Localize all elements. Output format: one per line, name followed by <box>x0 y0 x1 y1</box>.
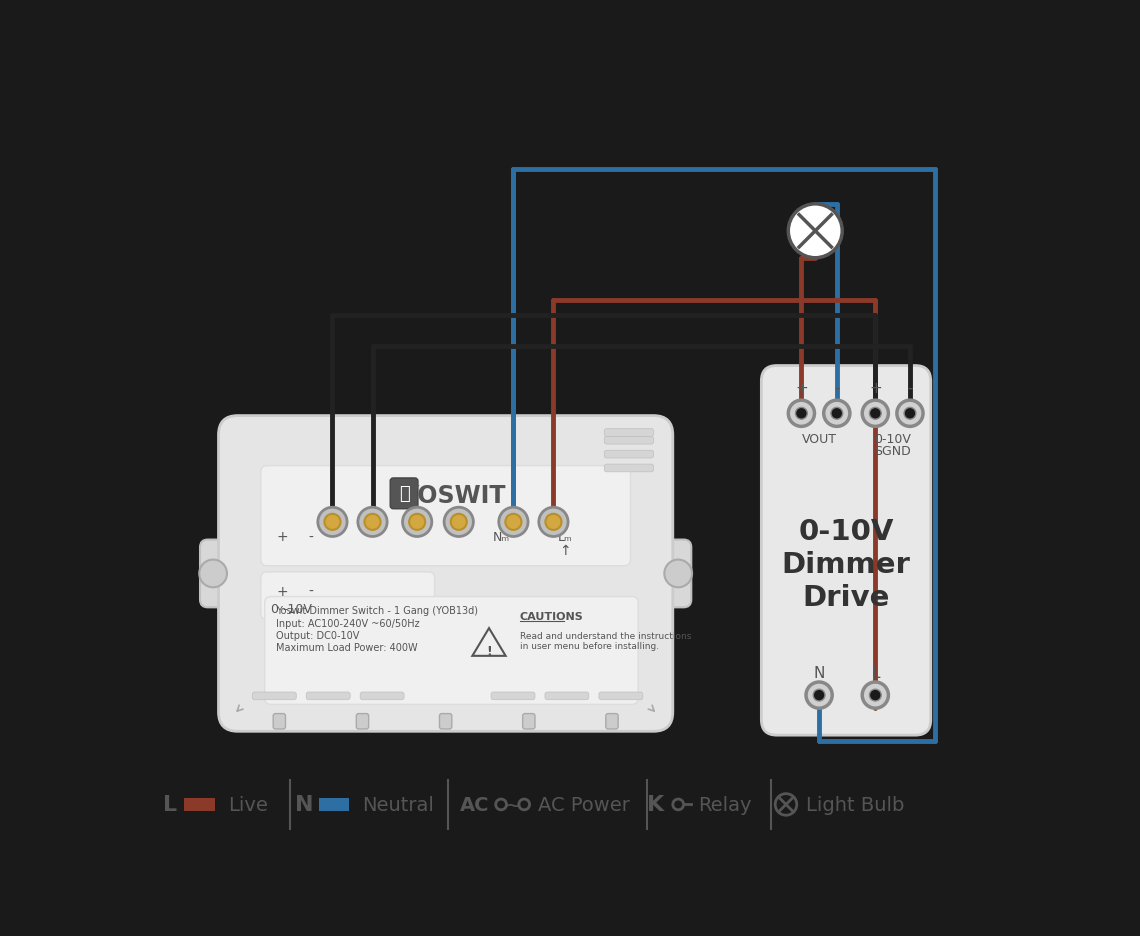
FancyBboxPatch shape <box>200 540 226 607</box>
Text: VOUT: VOUT <box>801 432 837 446</box>
Circle shape <box>409 514 425 531</box>
Circle shape <box>862 682 888 709</box>
FancyBboxPatch shape <box>184 797 214 812</box>
Text: Read and understand the instructions: Read and understand the instructions <box>520 631 691 640</box>
Circle shape <box>325 514 341 531</box>
Circle shape <box>788 205 842 258</box>
Circle shape <box>365 514 381 531</box>
Text: Input: AC100-240V ~60/50Hz: Input: AC100-240V ~60/50Hz <box>276 618 420 628</box>
FancyBboxPatch shape <box>261 572 434 620</box>
Text: -: - <box>309 584 314 598</box>
Text: 0-10V: 0-10V <box>798 518 894 546</box>
FancyBboxPatch shape <box>604 464 653 473</box>
FancyBboxPatch shape <box>440 714 451 729</box>
Circle shape <box>539 507 568 537</box>
FancyBboxPatch shape <box>274 714 285 729</box>
Circle shape <box>806 682 832 709</box>
Text: Output: DC0-10V: Output: DC0-10V <box>276 630 359 640</box>
Text: AC: AC <box>459 795 489 814</box>
Circle shape <box>358 507 388 537</box>
Text: +: + <box>277 584 288 598</box>
FancyBboxPatch shape <box>357 714 368 729</box>
FancyBboxPatch shape <box>604 451 653 459</box>
Circle shape <box>545 514 562 531</box>
Text: Neutral: Neutral <box>363 795 434 814</box>
Text: AC Power: AC Power <box>538 795 630 814</box>
Text: Nₘ: Nₘ <box>492 531 510 544</box>
Circle shape <box>665 560 692 588</box>
Circle shape <box>788 401 814 427</box>
Circle shape <box>831 408 842 419</box>
Circle shape <box>200 560 227 588</box>
FancyBboxPatch shape <box>665 540 691 607</box>
FancyBboxPatch shape <box>604 437 653 445</box>
Text: +: + <box>277 530 288 544</box>
Circle shape <box>897 401 923 427</box>
Text: Light Bulb: Light Bulb <box>806 795 904 814</box>
Circle shape <box>318 507 347 537</box>
Text: CAUTIONS: CAUTIONS <box>520 611 584 622</box>
Text: Maximum Load Power: 400W: Maximum Load Power: 400W <box>276 643 418 652</box>
FancyBboxPatch shape <box>318 797 349 812</box>
Circle shape <box>824 401 850 427</box>
Circle shape <box>862 401 888 427</box>
Text: SGND: SGND <box>874 445 911 458</box>
Circle shape <box>402 507 432 537</box>
Circle shape <box>796 408 807 419</box>
FancyBboxPatch shape <box>545 693 589 700</box>
FancyBboxPatch shape <box>522 714 535 729</box>
FancyBboxPatch shape <box>252 693 296 700</box>
Text: N: N <box>295 795 314 814</box>
Text: 0 -10V: 0 -10V <box>271 603 312 616</box>
FancyBboxPatch shape <box>219 417 673 732</box>
Circle shape <box>499 507 528 537</box>
Text: Yoswit Dimmer Switch - 1 Gang (YOB13d): Yoswit Dimmer Switch - 1 Gang (YOB13d) <box>276 606 479 616</box>
FancyBboxPatch shape <box>264 597 638 705</box>
Text: ~: ~ <box>504 796 522 815</box>
Circle shape <box>813 690 825 701</box>
Text: Drive: Drive <box>803 583 889 611</box>
FancyBboxPatch shape <box>598 693 643 700</box>
Text: Lₘ: Lₘ <box>557 531 572 544</box>
FancyBboxPatch shape <box>360 693 404 700</box>
Text: +: + <box>795 380 808 395</box>
FancyBboxPatch shape <box>762 366 930 736</box>
FancyBboxPatch shape <box>605 714 618 729</box>
Text: -: - <box>907 380 913 395</box>
Text: Dimmer: Dimmer <box>782 550 911 578</box>
FancyBboxPatch shape <box>390 478 418 509</box>
Text: Relay: Relay <box>698 795 751 814</box>
Circle shape <box>445 507 473 537</box>
Circle shape <box>450 514 466 531</box>
Text: L: L <box>871 665 880 680</box>
Text: in user menu before installing.: in user menu before installing. <box>520 642 659 651</box>
Text: 0-10V: 0-10V <box>874 432 911 446</box>
Text: Live: Live <box>228 795 268 814</box>
Text: Ⓤ: Ⓤ <box>399 485 409 503</box>
Text: +: + <box>869 380 881 395</box>
Text: !: ! <box>486 644 491 657</box>
FancyBboxPatch shape <box>307 693 350 700</box>
FancyBboxPatch shape <box>604 430 653 437</box>
Text: YOSWIT: YOSWIT <box>401 483 506 507</box>
Text: -: - <box>309 530 314 544</box>
Circle shape <box>870 690 881 701</box>
Text: -: - <box>834 380 839 395</box>
Circle shape <box>505 514 521 531</box>
Text: ↑: ↑ <box>560 544 571 558</box>
Text: K: K <box>646 795 663 814</box>
Circle shape <box>870 408 881 419</box>
FancyBboxPatch shape <box>491 693 535 700</box>
FancyBboxPatch shape <box>261 466 630 566</box>
Text: L: L <box>163 795 177 814</box>
Text: N: N <box>814 665 824 680</box>
Circle shape <box>904 408 915 419</box>
